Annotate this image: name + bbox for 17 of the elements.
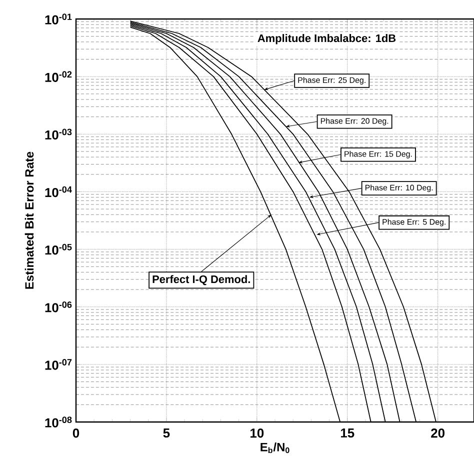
x-tick-label: 20 (431, 428, 444, 438)
y-tick-label: 10$^{-01}$ (45, 14, 72, 24)
annotation: Amplitude Imbalabce: 1dB (258, 34, 396, 44)
x-tick-label: 0 (72, 428, 80, 438)
y-tick-label: 10$^{-05}$ (45, 244, 72, 255)
y-tick-label: 10$^{-02}$ (45, 71, 72, 82)
y-axis-title: Estimated Bit Error Rate (24, 152, 34, 289)
y-tick-label: 10$^{-06}$ (45, 301, 72, 312)
x-tick-label: 5 (163, 428, 170, 438)
x-tick-label: 10 (250, 428, 264, 438)
y-tick-label: 10$^{-07}$ (45, 359, 72, 370)
x-axis-title: E$_{b}$/N$_{0}$ (260, 442, 290, 454)
y-tick-label: 10$^{-08}$ (45, 416, 72, 428)
x-tick-label: 15 (340, 428, 354, 438)
y-tick-label: 10$^{-04}$ (45, 186, 72, 198)
y-tick-label: 10$^{-03}$ (45, 128, 72, 140)
annotation: Perfect I-Q Demod. (152, 275, 250, 286)
